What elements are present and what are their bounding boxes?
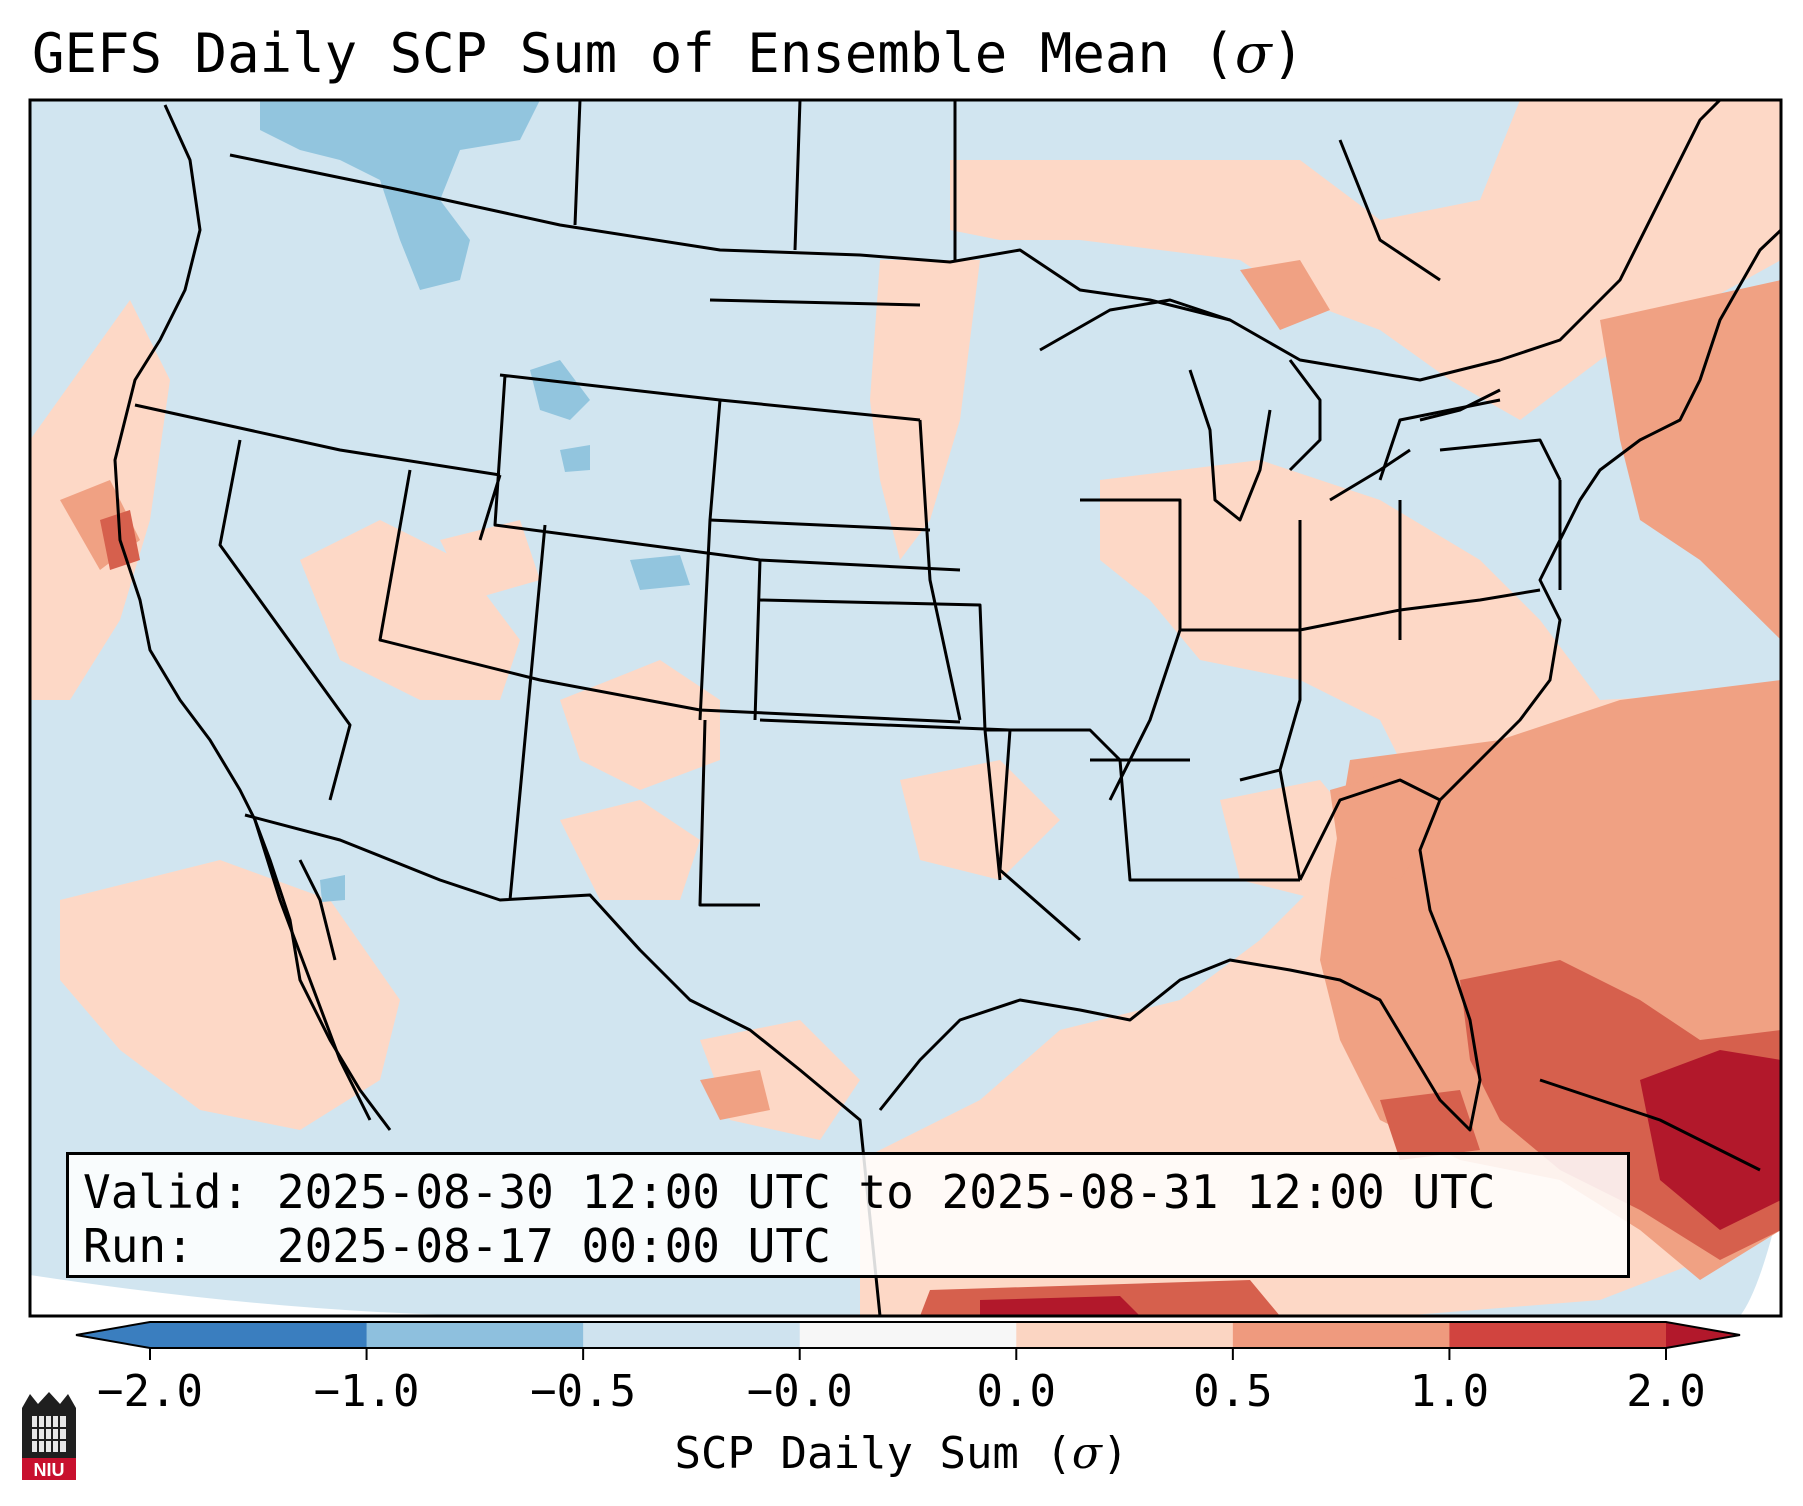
colorbar-segment xyxy=(583,1322,801,1348)
anomaly-negative xyxy=(260,100,690,902)
colorbar-tick-label: −0.5 xyxy=(530,1366,637,1417)
colorbar xyxy=(75,1321,1741,1360)
run-label: Run: xyxy=(83,1219,194,1273)
cuba xyxy=(1539,1078,1761,1172)
baja-peninsula xyxy=(253,819,372,1121)
domain-corner-right xyxy=(1740,1200,1781,1316)
colorbar-tick-label: −2.0 xyxy=(97,1366,203,1417)
niu-logo: NIU xyxy=(22,1392,76,1480)
colorbar-tick-label: 0.0 xyxy=(976,1366,1057,1417)
anomaly-dark xyxy=(980,1050,1781,1316)
colorbar-tick-label: −0.0 xyxy=(746,1366,853,1417)
niu-logo-text: NIU xyxy=(34,1460,65,1480)
anomaly-pale xyxy=(30,100,1781,1316)
colorbar-tick-label: 2.0 xyxy=(1626,1366,1706,1417)
mexico-border xyxy=(244,813,882,1316)
states-central xyxy=(709,298,1300,942)
colorbar-segment xyxy=(366,1322,584,1348)
colorbar-tick-label: 0.5 xyxy=(1193,1366,1273,1417)
chart-title: GEFS Daily SCP Sum of Ensemble Mean (σ) xyxy=(32,22,1305,85)
colorbar-segment xyxy=(1449,1322,1667,1348)
states-east xyxy=(1080,398,1562,881)
run-value: 2025-08-17 00:00 UTC xyxy=(276,1219,831,1273)
colorbar-tick-label: −1.0 xyxy=(313,1366,420,1417)
map-frame xyxy=(28,98,1783,1318)
valid-label: Valid: xyxy=(83,1165,250,1219)
canada-provinces xyxy=(573,100,1441,282)
valid-run-info-box: Valid: 2025-08-30 12:00 UTC to 2025-08-3… xyxy=(66,1152,1630,1278)
west-coast xyxy=(113,104,392,1131)
colorbar-segment xyxy=(150,1322,368,1348)
colorbar-label: SCP Daily Sum (σ) xyxy=(674,1428,1129,1479)
colorbar-segment xyxy=(1232,1322,1450,1348)
valid-value: 2025-08-30 12:00 UTC to 2025-08-31 12:00… xyxy=(276,1165,1496,1219)
colorbar-segment xyxy=(1016,1322,1234,1348)
colorbar-segment xyxy=(799,1322,1017,1348)
domain-corner-left xyxy=(30,1275,520,1316)
coastlines-and-borders xyxy=(113,100,1781,1316)
colorbar-extend-low xyxy=(76,1322,150,1348)
colorbar-tick-label: 1.0 xyxy=(1409,1366,1490,1417)
colorbar-extend-high xyxy=(1666,1322,1740,1348)
great-lakes xyxy=(1039,298,1501,522)
gulf-coast xyxy=(878,228,1781,1132)
